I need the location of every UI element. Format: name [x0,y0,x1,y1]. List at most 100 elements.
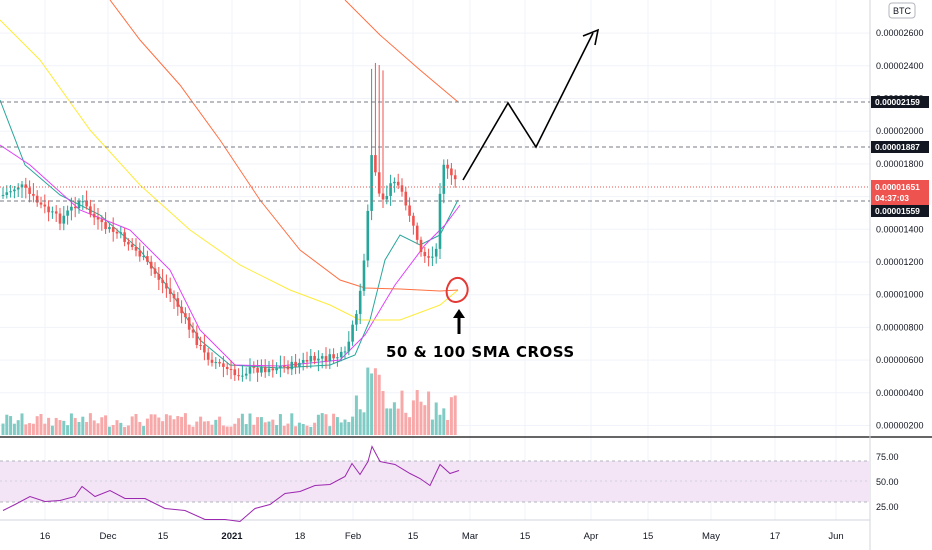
volume-bar [240,413,244,435]
volume-bar [373,368,377,435]
candle-body [104,222,107,230]
volume-bar [142,426,146,435]
candle-body [385,195,389,200]
volume-bar [62,420,66,435]
volume-bar [419,401,423,435]
volume-bar [256,417,260,435]
candle-body [241,375,244,377]
volume-bar [123,426,127,435]
volume-bar [195,421,199,435]
candle-body [130,244,134,248]
arrow-head [582,28,600,46]
volume-bar [16,420,20,435]
time-tick-label: Feb [345,531,361,542]
volume-bar [119,422,123,435]
candle-body [450,168,453,176]
candlesticks[interactable] [1,62,457,382]
price-lines [0,101,870,202]
volume-bar [286,423,290,435]
candle-body [355,313,358,325]
candle-body [70,206,73,211]
candle-body [28,187,31,194]
candle-body [336,357,339,359]
volume-bar [77,421,81,435]
candle-body [362,260,366,291]
volume-bar [9,416,13,435]
candle-body [438,193,442,249]
candle-body [343,351,347,353]
candle-body [13,189,16,192]
volume-bar [316,414,320,435]
volume-bars [1,367,457,435]
volume-bar [267,421,271,435]
candle-body [389,183,392,196]
projection-line [462,32,594,181]
candle-body [370,155,373,211]
currency-label: BTC [893,6,912,16]
candle-body [423,251,427,257]
volume-bar [351,416,355,435]
candle-body [184,313,187,318]
volume-bar [1,423,5,435]
time-axis[interactable]: 16 Dec 15 2021 18 Feb 15 Mar 15 Apr 15 May 17 Jun [40,531,844,542]
candle-body [20,184,24,188]
volume-bar [164,414,168,435]
rsi-tick-label: 50.00 [876,477,899,487]
candle-body [317,358,320,361]
candle-body [366,210,370,261]
volume-bar [320,413,324,435]
volume-bar [297,422,301,435]
drawings [445,28,600,334]
pointer-arrow-head [453,309,465,318]
volume-bar [229,426,233,435]
volume-bar [404,412,408,435]
time-tick-label: Dec [100,531,117,542]
candle-body [453,175,457,180]
candle-body [149,261,153,269]
candle-body [412,215,415,226]
volume-bar [411,400,415,435]
price-tick-label: 0.00001000 [876,290,924,300]
candle-body [290,361,294,370]
volume-bar [442,408,446,435]
volume-bar [221,425,225,435]
volume-bar [31,423,35,435]
volume-bar [24,424,28,435]
volume-bar [301,423,305,435]
candle-body [431,256,434,258]
price-tick-label: 0.00000400 [876,388,924,398]
candle-body [415,225,419,240]
rsi-line [2,445,460,523]
volume-bar [130,416,134,435]
candle-body [305,359,309,362]
volume-bar [199,416,203,435]
candle-body [161,279,164,284]
candle-body [108,227,111,230]
candle-body [58,213,62,224]
volume-bar [47,417,51,435]
candle-body [320,356,324,359]
candle-body [298,362,301,367]
candle-body [233,369,237,376]
volume-bar [415,390,419,435]
volume-bar [54,417,58,435]
candle-body [294,361,297,367]
candle-body [279,365,282,369]
volume-bar [69,413,73,435]
volume-bar [5,414,9,435]
highlight-circle [445,276,469,304]
candle-body [275,368,278,371]
candle-body [267,368,271,373]
candle-body [51,211,54,213]
price-tick-label: 0.00002000 [876,126,924,136]
volume-bar [187,424,191,435]
volume-bar [92,420,96,435]
candle-body [252,367,256,369]
candle-body [381,193,385,200]
volume-bar [396,408,400,435]
volume-bar [214,419,218,435]
candle-body [77,201,81,209]
price-tag-label: 0.00001651 [875,182,920,192]
price-tag-bg [871,205,929,217]
